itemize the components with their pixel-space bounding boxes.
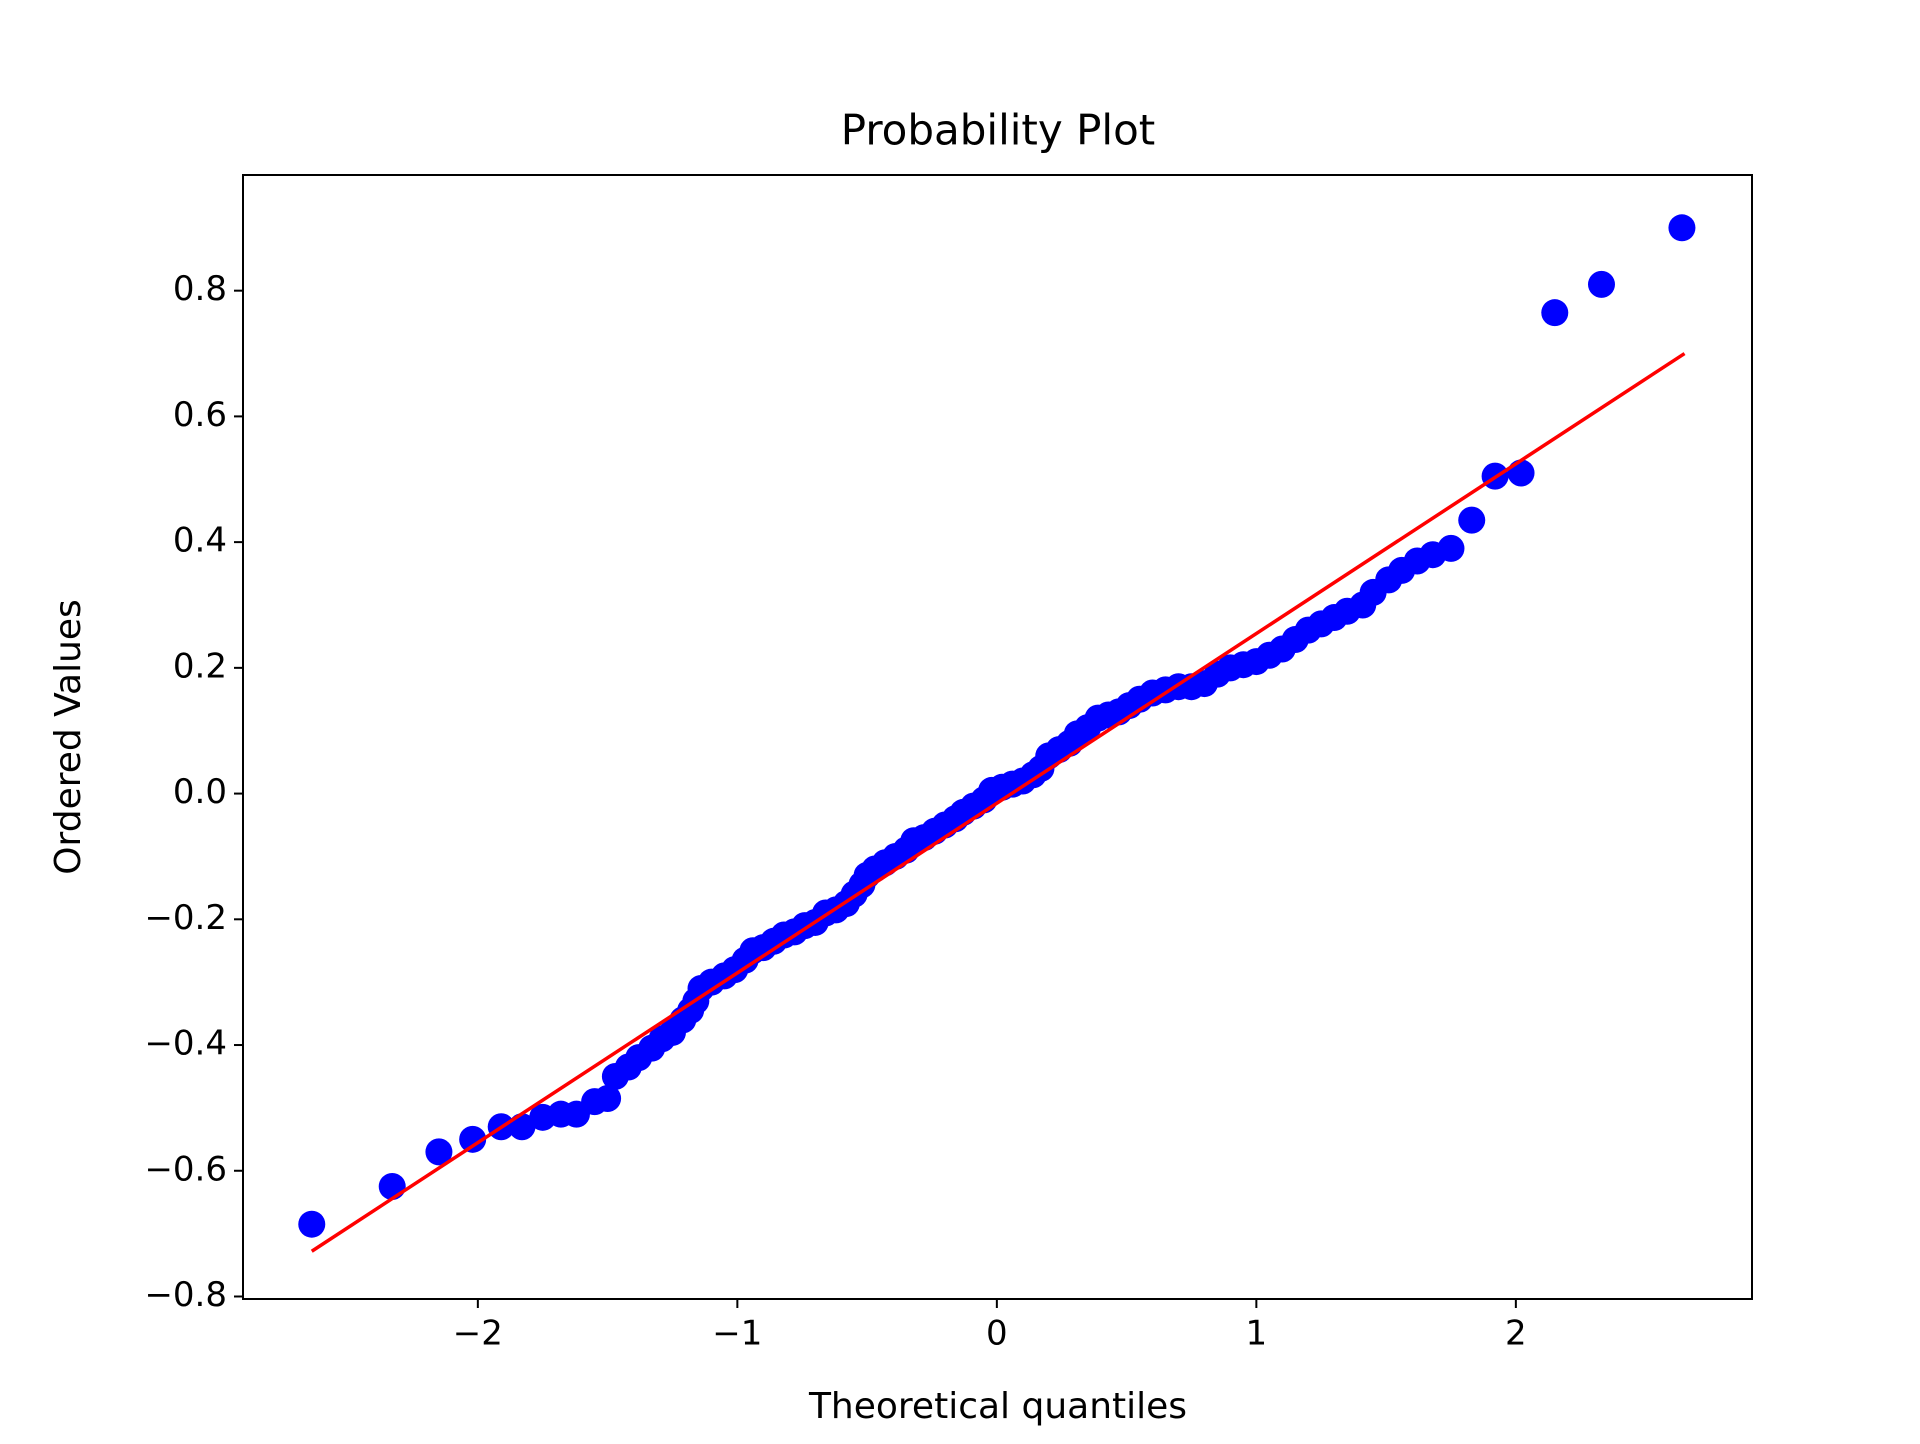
x-tick-label: 2 bbox=[1505, 1314, 1527, 1354]
x-tick-label: 0 bbox=[986, 1314, 1008, 1354]
x-axis-label: Theoretical quantiles bbox=[808, 1386, 1187, 1427]
x-tick-label: −1 bbox=[712, 1314, 762, 1354]
data-point bbox=[1507, 459, 1535, 487]
data-point bbox=[1458, 506, 1486, 534]
data-point bbox=[378, 1172, 406, 1200]
data-point bbox=[1587, 270, 1615, 298]
data-point bbox=[1541, 299, 1569, 327]
chart-title: Probability Plot bbox=[841, 106, 1156, 155]
fit-line bbox=[310, 352, 1686, 1253]
y-tick-label: −0.8 bbox=[144, 1275, 227, 1315]
x-tick-label: −2 bbox=[453, 1314, 503, 1354]
y-tick-label: −0.4 bbox=[144, 1024, 227, 1064]
y-tick-label: 0.2 bbox=[173, 646, 227, 686]
data-point bbox=[298, 1210, 326, 1238]
plot-frame bbox=[242, 174, 1753, 1300]
data-point bbox=[1668, 214, 1696, 242]
x-tick-label: 1 bbox=[1246, 1314, 1268, 1354]
data-point bbox=[459, 1125, 487, 1153]
y-axis-label: Ordered Values bbox=[48, 599, 89, 875]
y-tick-label: 0.6 bbox=[173, 395, 227, 435]
data-point bbox=[1437, 534, 1465, 562]
y-tick-label: 0.8 bbox=[173, 269, 227, 309]
y-tick-label: −0.6 bbox=[144, 1149, 227, 1189]
y-tick-label: −0.2 bbox=[144, 898, 227, 938]
data-point bbox=[425, 1138, 453, 1166]
y-tick-label: 0.0 bbox=[173, 772, 227, 812]
data-point bbox=[594, 1084, 622, 1112]
y-tick-label: 0.4 bbox=[173, 521, 227, 561]
